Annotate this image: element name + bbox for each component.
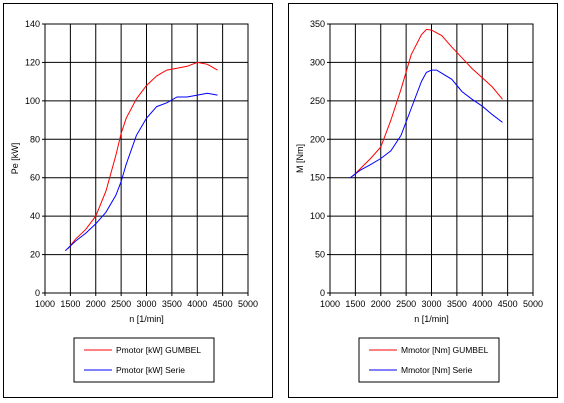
- torque-legend-label: Mmotor [Nm] Serie: [401, 365, 473, 375]
- torque-chart: 0 50 100 150 200 250 300 350 1000 1500 2000 2500 300…: [295, 19, 543, 383]
- power-xtick-label: 4500: [213, 299, 233, 309]
- power-y-axis-label: Pe [kW]: [10, 143, 20, 175]
- torque-ytick-label: 100: [310, 211, 325, 221]
- torque-ytick-label: 0: [320, 288, 325, 298]
- power-xtick-label: 3500: [162, 299, 182, 309]
- torque-ytick-label: 50: [315, 250, 325, 260]
- power-series-line-gumbel: [67, 61, 218, 250]
- power-legend-label: Pmotor [kW] GUMBEL: [116, 345, 201, 355]
- torque-x-axis-label: n [1/min]: [414, 314, 449, 324]
- power-ytick-label: 40: [30, 211, 40, 221]
- torque-legend: [358, 337, 500, 383]
- torque-xtick-label: 5000: [523, 299, 543, 309]
- torque-xtick-label: 1000: [320, 299, 340, 309]
- torque-ytick-label: 150: [310, 173, 325, 183]
- power-xtick-label: 5000: [238, 299, 258, 309]
- torque-xtick-label: 2500: [396, 299, 416, 309]
- torque-ytick-label: 200: [310, 134, 325, 144]
- torque-xtick-label: 4500: [498, 299, 518, 309]
- power-ytick-label: 140: [25, 19, 40, 29]
- chart-panel-power: 0 20 40 60 80 100 120 140 1000 1500 2000 2500 3000 35…: [3, 3, 273, 398]
- torque-y-axis-label: M [Nm]: [295, 144, 305, 173]
- torque-xtick-label: 3000: [421, 299, 441, 309]
- torque-ytick-label: 350: [310, 19, 325, 29]
- power-series-line-serie: [64, 92, 218, 252]
- power-xtick-label: 2500: [111, 299, 131, 309]
- torque-ytick-label: 300: [310, 57, 325, 67]
- torque-legend-label: Mmotor [Nm] GUMBEL: [401, 345, 489, 355]
- power-ytick-label: 80: [30, 134, 40, 144]
- power-ytick-label: 0: [35, 288, 40, 298]
- power-xtick-label: 2000: [86, 299, 106, 309]
- torque-xtick-label: 4000: [472, 299, 492, 309]
- power-xtick-label: 3000: [136, 299, 156, 309]
- torque-xtick-label: 2000: [371, 299, 391, 309]
- power-x-axis-label: n [1/min]: [129, 314, 164, 324]
- power-legend: [73, 337, 215, 383]
- power-xtick-label: 1000: [35, 299, 55, 309]
- power-chart: 0 20 40 60 80 100 120 140 1000 1500 2000 2500 3000 35…: [10, 19, 258, 383]
- power-xtick-label: 4000: [187, 299, 207, 309]
- torque-ytick-label: 250: [310, 96, 325, 106]
- torque-xtick-label: 3500: [447, 299, 467, 309]
- power-xtick-label: 1500: [60, 299, 80, 309]
- power-ytick-label: 20: [30, 250, 40, 260]
- power-ytick-label: 120: [25, 57, 40, 67]
- power-ytick-label: 60: [30, 173, 40, 183]
- torque-series-line-serie: [349, 69, 503, 179]
- torque-series-line-gumbel: [352, 28, 503, 177]
- chart-panel-torque: 0 50 100 150 200 250 300 350 1000 1500 2000 2500 300…: [288, 3, 558, 398]
- power-legend-label: Pmotor [kW] Serie: [116, 365, 185, 375]
- power-ytick-label: 100: [25, 96, 40, 106]
- torque-xtick-label: 1500: [345, 299, 365, 309]
